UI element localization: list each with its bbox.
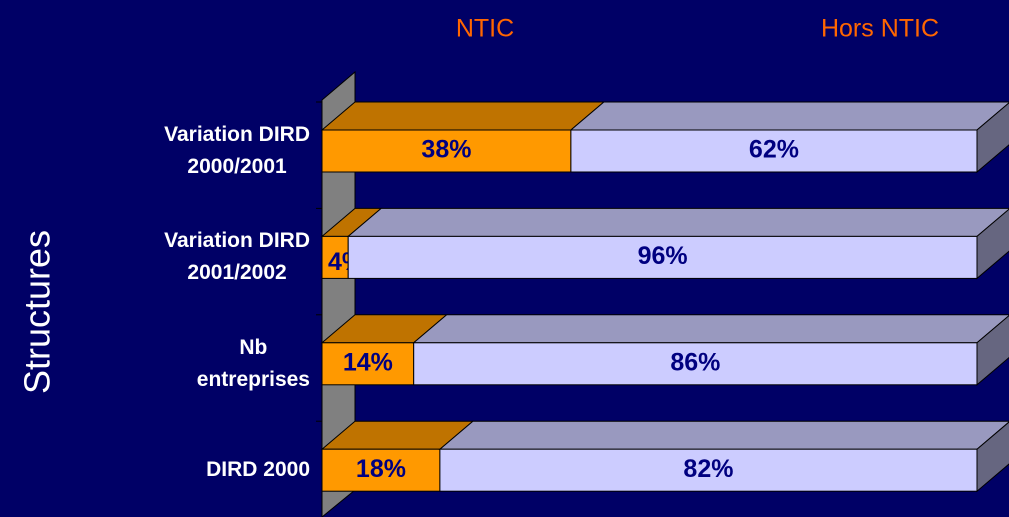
- bar-top: [412, 314, 1009, 344]
- value-label: 18%: [356, 455, 406, 483]
- legend-label: Hors NTIC: [821, 15, 939, 43]
- bar: [413, 342, 978, 386]
- value-label: 14%: [343, 348, 393, 376]
- value-label: 96%: [638, 242, 688, 270]
- value-label: 62%: [749, 136, 799, 164]
- bar: [439, 448, 978, 492]
- bar-top: [438, 420, 1009, 450]
- value-label: 38%: [421, 136, 471, 164]
- bar: [321, 129, 572, 173]
- category-label: Variation DIRD 2001/2002: [164, 229, 310, 285]
- bar: [570, 129, 978, 173]
- bar: [347, 235, 978, 279]
- bar-side: [976, 314, 1009, 386]
- bar-top: [346, 207, 1009, 237]
- bar: [321, 448, 441, 492]
- category-label: DIRD 2000: [206, 458, 310, 482]
- bar-side: [976, 208, 1009, 280]
- category-label: Variation DIRD 2000/2001: [164, 123, 310, 178]
- bar-side: [976, 421, 1009, 493]
- value-label: 82%: [683, 455, 733, 483]
- y-axis-label: Structures: [17, 230, 58, 394]
- bar-top: [320, 101, 606, 131]
- legend-label: NTIC: [456, 15, 514, 43]
- bar: [321, 235, 349, 279]
- value-label: 86%: [670, 348, 720, 376]
- bar: [321, 342, 415, 386]
- bar-top: [569, 101, 1009, 131]
- category-label: Nb entreprises: [196, 335, 310, 391]
- bar-side: [976, 102, 1009, 174]
